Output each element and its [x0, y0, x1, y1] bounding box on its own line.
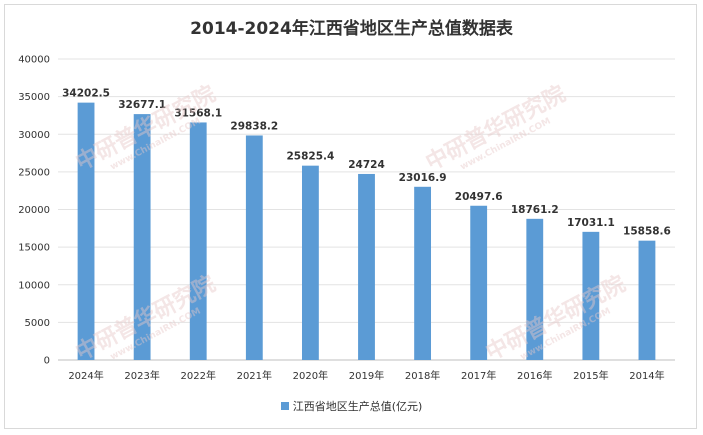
data-label: 25825.4	[286, 151, 334, 163]
y-tick-label: 30000	[18, 130, 50, 141]
x-tick-label: 2014年	[629, 369, 664, 382]
y-tick-label: 25000	[18, 167, 50, 178]
x-tick-label: 2016年	[517, 369, 552, 382]
bar	[77, 102, 95, 360]
chart-frame	[4, 4, 697, 429]
bar	[245, 135, 263, 360]
data-label: 29838.2	[230, 120, 278, 132]
x-tick-label: 2023年	[124, 369, 159, 382]
y-tick-label: 20000	[18, 205, 50, 216]
data-label: 31568.1	[174, 107, 222, 119]
legend: 江西省地区生产总值(亿元)	[0, 398, 703, 414]
data-label: 24724	[348, 159, 385, 171]
y-tick-label: 40000	[18, 55, 50, 66]
bar	[133, 114, 151, 360]
x-tick-label: 2015年	[573, 369, 608, 382]
data-label: 34202.5	[62, 88, 110, 100]
bar	[358, 173, 375, 360]
bar	[470, 205, 488, 360]
bar	[414, 186, 432, 360]
bar	[582, 231, 600, 360]
x-tick-label: 2022年	[181, 369, 216, 382]
x-tick-label: 2021年	[237, 369, 272, 382]
x-tick-label: 2018年	[405, 369, 440, 382]
y-tick-label: 0	[44, 356, 50, 367]
x-tick-label: 2020年	[293, 369, 328, 382]
chart-title: 2014-2024年江西省地区生产总值数据表	[190, 19, 513, 39]
legend-swatch	[280, 402, 289, 410]
x-tick-label: 2017年	[461, 369, 496, 382]
data-label: 18761.2	[511, 204, 559, 216]
y-tick-label: 15000	[18, 243, 50, 254]
legend-label: 江西省地区生产总值(亿元)	[292, 400, 423, 413]
data-label: 15858.6	[623, 226, 671, 238]
x-tick-label: 2024年	[68, 369, 103, 382]
bar	[638, 240, 656, 360]
data-label: 17031.1	[567, 217, 615, 229]
y-tick-label: 5000	[25, 318, 50, 329]
y-tick-label: 10000	[18, 280, 50, 291]
y-tick-label: 35000	[18, 92, 50, 103]
data-label: 23016.9	[399, 172, 447, 184]
data-label: 20497.6	[455, 191, 503, 203]
bar	[301, 165, 319, 360]
bar	[189, 122, 207, 361]
x-tick-label: 2019年	[349, 369, 384, 382]
bar	[526, 218, 544, 360]
data-label: 32677.1	[118, 99, 166, 111]
